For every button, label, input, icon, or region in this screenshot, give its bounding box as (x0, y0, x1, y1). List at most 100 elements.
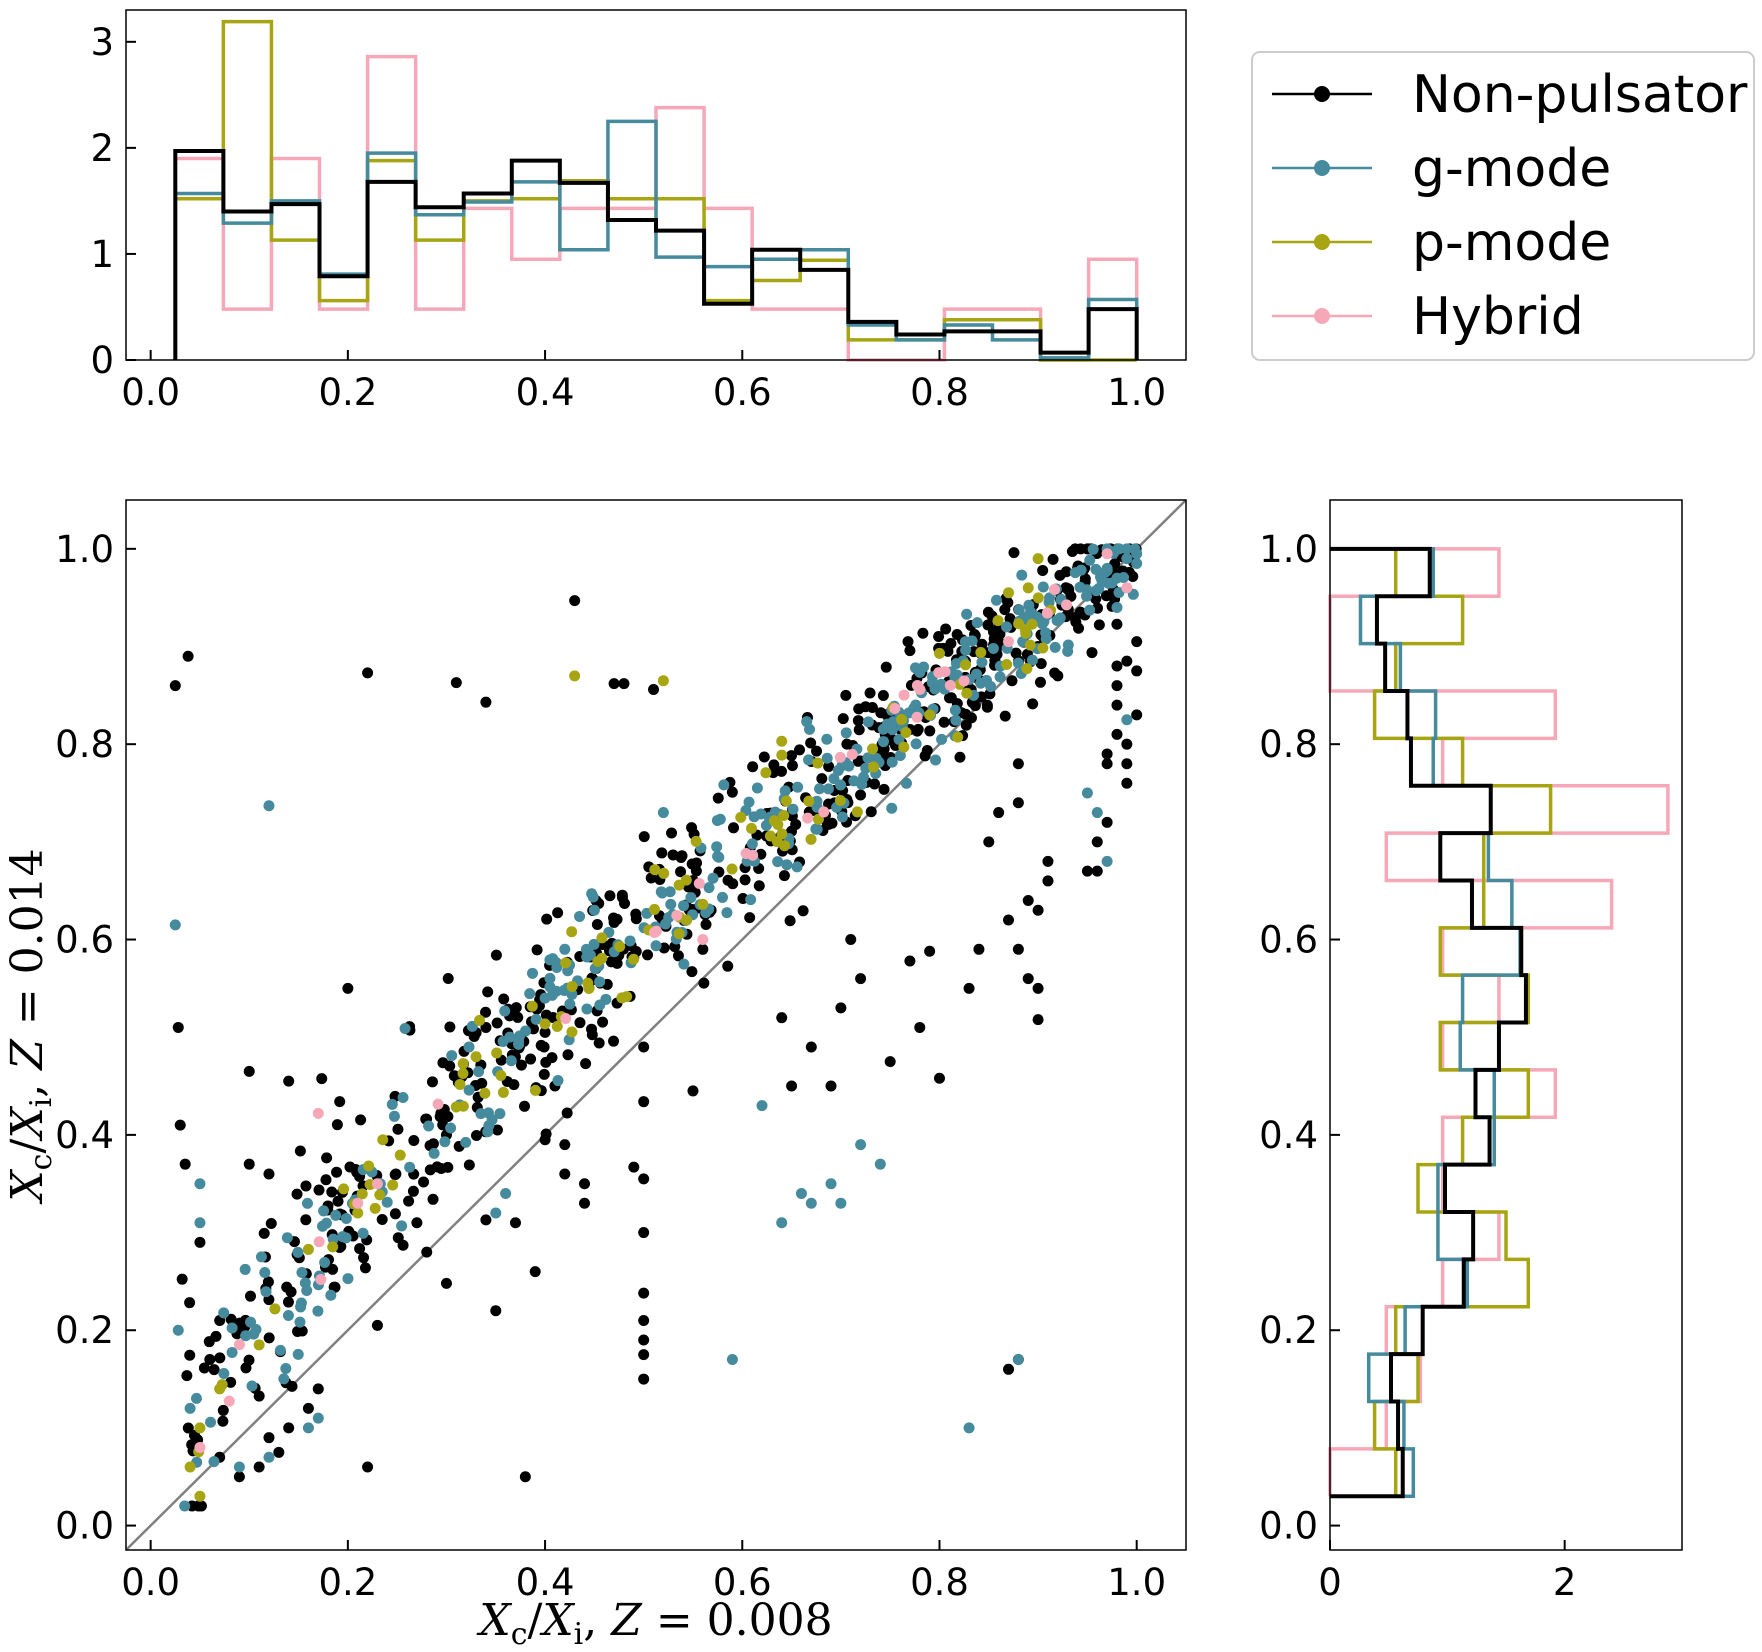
scatter-point (856, 778, 868, 790)
scatter-point (638, 1349, 650, 1361)
scatter-point (1036, 618, 1048, 630)
scatter-point (707, 872, 719, 884)
scatter-point (745, 894, 757, 906)
scatter-point (294, 1316, 306, 1328)
scatter-point (1091, 865, 1103, 877)
scatter-point (825, 1178, 837, 1190)
scatter-point (1060, 582, 1072, 594)
scatter-point (579, 1178, 591, 1190)
scatter-point (495, 1069, 507, 1081)
scatter-point (312, 1107, 324, 1119)
scatter-point (474, 1014, 486, 1026)
scatter-point (591, 918, 603, 930)
scatter-point (205, 1416, 217, 1428)
scatter-point (1026, 618, 1038, 630)
scatter-point (624, 935, 636, 947)
scatter-point (1111, 660, 1123, 672)
legend-item-p-mode: p-mode (1272, 213, 1611, 273)
scatter-point (700, 919, 712, 931)
scatter-point (359, 1262, 371, 1274)
scatter-point (678, 900, 690, 912)
scatter-point (421, 1246, 433, 1258)
scatter-point (834, 751, 846, 763)
scatter-point (924, 709, 936, 721)
scatter-point (218, 1367, 230, 1379)
scatter-point (340, 1232, 352, 1244)
scatter-point (174, 1119, 186, 1131)
scatter-point (283, 1422, 295, 1434)
scatter-point (786, 760, 798, 772)
scatter-point (1087, 543, 1099, 555)
scatter-point (561, 1107, 573, 1119)
scatter-point (616, 992, 628, 1004)
scatter-point (1074, 581, 1086, 593)
top-ytick-label: 3 (90, 21, 114, 64)
scatter-point (778, 870, 790, 882)
scatter-point (638, 1334, 650, 1346)
scatter-point (1003, 1363, 1015, 1375)
scatter-point (437, 1057, 449, 1069)
top-xtick-label: 0.4 (516, 371, 575, 414)
scatter-point (273, 1446, 285, 1458)
scatter-point (1042, 875, 1054, 887)
scatter-point (675, 866, 687, 878)
scatter-point (352, 1207, 364, 1219)
scatter-ytick-label: 0.4 (55, 1114, 114, 1157)
scatter-point (411, 1217, 423, 1229)
scatter-point (194, 1178, 206, 1190)
scatter-point (486, 1114, 498, 1126)
scatter-point (547, 1012, 559, 1024)
scatter-point (933, 647, 945, 659)
scatter-point (291, 1188, 303, 1200)
scatter-point (233, 1471, 245, 1483)
scatter-point (894, 749, 906, 761)
scatter-point (1121, 553, 1133, 565)
scatter-point (244, 1290, 256, 1302)
scatter-point (1101, 855, 1113, 867)
scatter-point (1037, 581, 1049, 593)
scatter-point (263, 1432, 275, 1444)
scatter-point (960, 659, 972, 671)
scatter-point (823, 818, 835, 830)
scatter-point (693, 878, 705, 890)
scatter-point (580, 1058, 592, 1070)
scatter-point (812, 757, 824, 769)
scatter-point (440, 1277, 452, 1289)
scatter-point (1022, 582, 1034, 594)
top-ytick-label: 2 (90, 127, 114, 170)
scatter-point (396, 1220, 408, 1232)
scatter-point (760, 767, 772, 779)
scatter-point (792, 781, 804, 793)
scatter-point (660, 918, 672, 930)
scatter-point (342, 982, 354, 994)
scatter-point (638, 1173, 650, 1185)
scatter-point (747, 761, 759, 773)
scatter-point (302, 1402, 314, 1414)
scatter-series-hybrid (194, 548, 1133, 1453)
scatter-point (579, 1197, 591, 1209)
scatter-point (540, 1056, 552, 1068)
scatter-point (825, 1080, 837, 1092)
scatter-point (418, 1176, 430, 1188)
scatter-point (480, 1006, 492, 1018)
scatter-point (975, 677, 987, 689)
scatter-point (281, 1281, 293, 1293)
scatter-point (845, 934, 857, 946)
scatter-point (721, 907, 733, 919)
scatter-point (539, 1026, 551, 1038)
top-histogram-frame (125, 9, 1187, 361)
scatter-point (531, 944, 543, 956)
scatter-point (1070, 616, 1082, 628)
scatter-point (381, 1196, 393, 1208)
scatter-point (1060, 566, 1072, 578)
scatter-point (491, 1124, 503, 1136)
scatter-point (667, 849, 679, 861)
scatter-point (253, 1461, 265, 1473)
scatter-point (294, 1145, 306, 1157)
scatter-point (790, 818, 802, 830)
scatter-point (900, 777, 912, 789)
scatter-point (933, 630, 945, 642)
scatter-point (1047, 553, 1059, 565)
scatter-point (657, 807, 669, 819)
legend-item-hybrid: Hybrid (1272, 287, 1584, 347)
